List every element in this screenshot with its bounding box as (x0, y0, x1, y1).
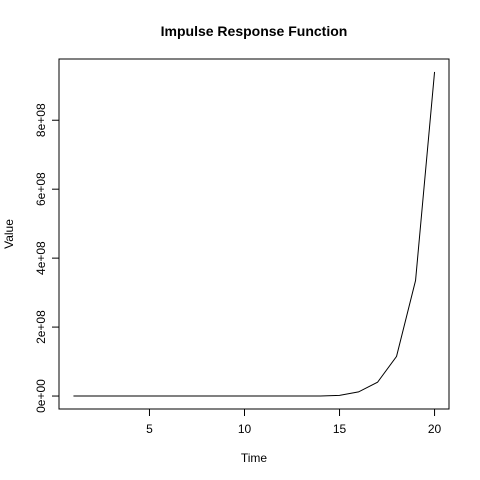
y-tick-label: 8e+08 (34, 103, 48, 137)
x-axis-label: Time (241, 451, 268, 465)
y-axis: 0e+00 2e+08 4e+08 6e+08 8e+08 (34, 103, 59, 413)
x-axis: 5 10 15 20 (146, 409, 442, 436)
y-tick-label: 4e+08 (34, 241, 48, 275)
y-tick-label: 0e+00 (34, 379, 48, 413)
y-axis-label: Value (2, 219, 16, 249)
x-tick-label: 15 (333, 422, 347, 436)
x-tick-label: 10 (238, 422, 252, 436)
y-tick-label: 2e+08 (34, 310, 48, 344)
series-line (73, 71, 436, 397)
x-tick-label: 20 (428, 422, 442, 436)
chart-title: Impulse Response Function (161, 23, 348, 39)
y-tick-label: 6e+08 (34, 172, 48, 206)
x-tick-label: 5 (146, 422, 153, 436)
plot-frame (58, 58, 450, 410)
